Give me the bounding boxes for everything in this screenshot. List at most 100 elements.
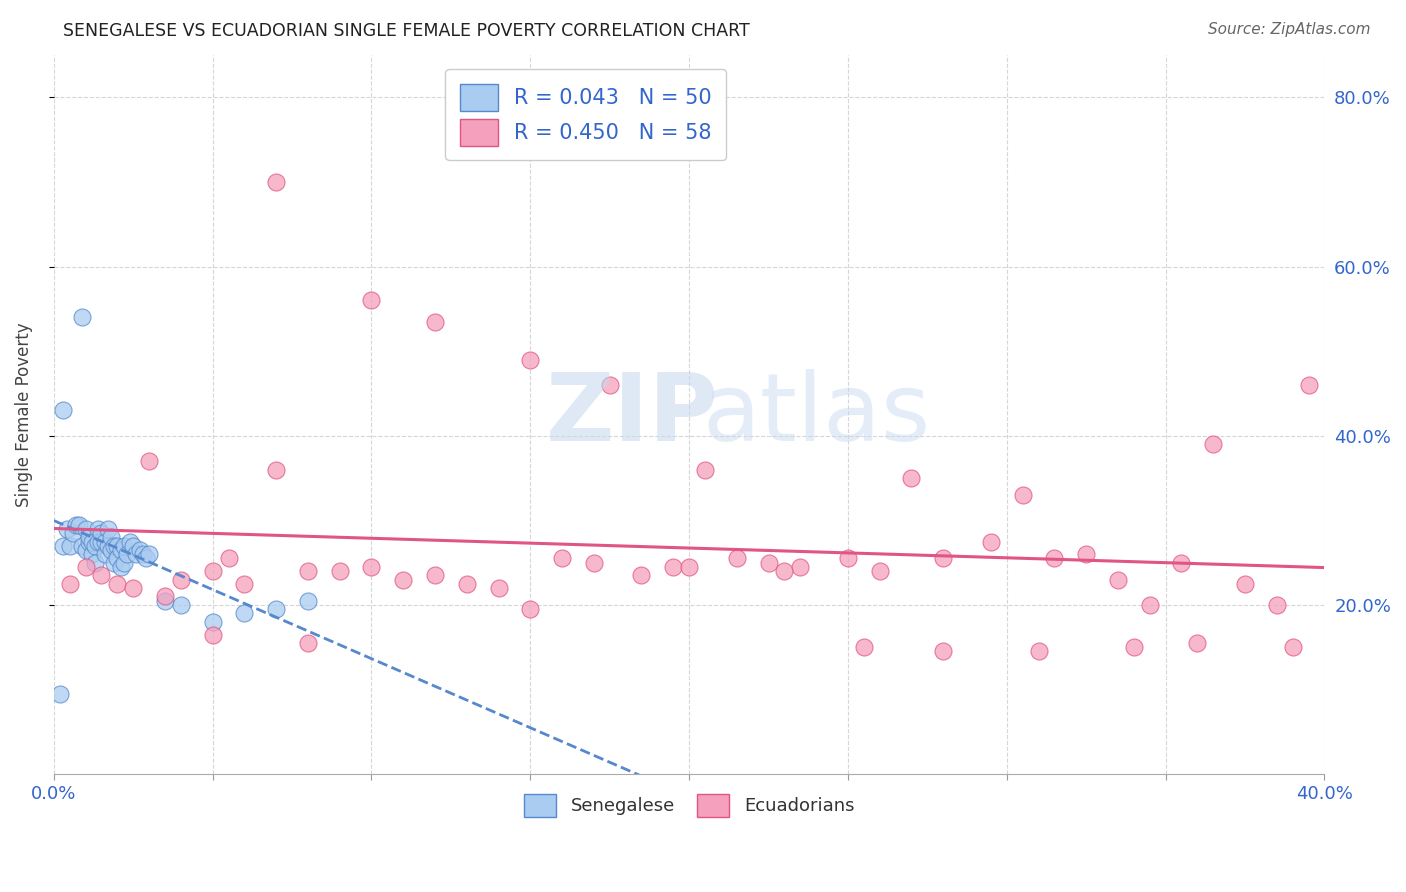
Point: [49, 687, 72, 701]
Point: [869, 564, 891, 578]
Point: [773, 564, 796, 578]
Point: [329, 564, 352, 578]
Point: [264, 175, 287, 189]
Point: [1170, 556, 1192, 570]
Text: Source: ZipAtlas.com: Source: ZipAtlas.com: [1208, 22, 1371, 37]
Point: [789, 560, 811, 574]
Point: [900, 471, 922, 485]
Point: [1281, 640, 1303, 655]
Point: [67, 517, 90, 532]
Point: [551, 551, 574, 566]
Text: ZIP: ZIP: [546, 368, 718, 460]
Point: [105, 576, 128, 591]
Point: [55, 522, 77, 536]
Point: [59, 539, 82, 553]
Point: [138, 454, 160, 468]
Point: [132, 547, 155, 561]
Point: [456, 576, 478, 591]
Point: [153, 590, 176, 604]
Point: [100, 530, 122, 544]
Point: [138, 547, 160, 561]
Point: [80, 547, 103, 561]
Point: [1028, 644, 1050, 658]
Point: [932, 644, 955, 658]
Point: [103, 539, 125, 553]
Point: [201, 627, 224, 641]
Point: [125, 547, 148, 561]
Point: [1233, 576, 1256, 591]
Point: [852, 640, 875, 655]
Point: [725, 551, 748, 566]
Point: [678, 560, 700, 574]
Point: [932, 551, 955, 566]
Y-axis label: Single Female Poverty: Single Female Poverty: [15, 322, 32, 507]
Point: [93, 547, 115, 561]
Point: [233, 576, 256, 591]
Point: [170, 598, 193, 612]
Point: [75, 522, 97, 536]
Point: [72, 310, 94, 325]
Point: [360, 293, 382, 308]
Text: SENEGALESE VS ECUADORIAN SINGLE FEMALE POVERTY CORRELATION CHART: SENEGALESE VS ECUADORIAN SINGLE FEMALE P…: [63, 22, 749, 40]
Point: [1076, 547, 1098, 561]
Point: [128, 543, 150, 558]
Point: [758, 556, 780, 570]
Point: [488, 581, 510, 595]
Point: [75, 560, 97, 574]
Point: [1265, 598, 1288, 612]
Point: [97, 522, 120, 536]
Point: [1043, 551, 1066, 566]
Point: [97, 539, 120, 553]
Point: [90, 526, 112, 541]
Point: [80, 534, 103, 549]
Point: [297, 636, 319, 650]
Point: [59, 576, 82, 591]
Point: [52, 539, 75, 553]
Point: [519, 352, 541, 367]
Point: [1011, 488, 1033, 502]
Point: [201, 564, 224, 578]
Point: [1107, 573, 1129, 587]
Point: [110, 543, 132, 558]
Point: [135, 551, 157, 566]
Point: [153, 593, 176, 607]
Point: [599, 378, 621, 392]
Point: [105, 551, 128, 566]
Point: [837, 551, 859, 566]
Legend: Senegalese, Ecuadorians: Senegalese, Ecuadorians: [515, 785, 863, 826]
Point: [62, 526, 84, 541]
Point: [52, 403, 75, 417]
Point: [90, 534, 112, 549]
Point: [662, 560, 685, 574]
Point: [218, 551, 240, 566]
Text: atlas: atlas: [702, 368, 931, 460]
Point: [110, 560, 132, 574]
Point: [72, 539, 94, 553]
Point: [122, 539, 145, 553]
Point: [423, 568, 446, 582]
Point: [115, 547, 138, 561]
Point: [519, 602, 541, 616]
Point: [297, 593, 319, 607]
Point: [360, 560, 382, 574]
Point: [100, 543, 122, 558]
Point: [392, 573, 415, 587]
Point: [1298, 378, 1320, 392]
Point: [1122, 640, 1144, 655]
Point: [87, 534, 110, 549]
Point: [77, 530, 100, 544]
Point: [201, 615, 224, 629]
Point: [93, 534, 115, 549]
Point: [105, 539, 128, 553]
Point: [693, 462, 716, 476]
Point: [77, 534, 100, 549]
Point: [1187, 636, 1209, 650]
Point: [1139, 598, 1161, 612]
Point: [90, 568, 112, 582]
Point: [233, 607, 256, 621]
Point: [87, 522, 110, 536]
Point: [103, 556, 125, 570]
Point: [264, 602, 287, 616]
Point: [112, 539, 135, 553]
Point: [630, 568, 652, 582]
